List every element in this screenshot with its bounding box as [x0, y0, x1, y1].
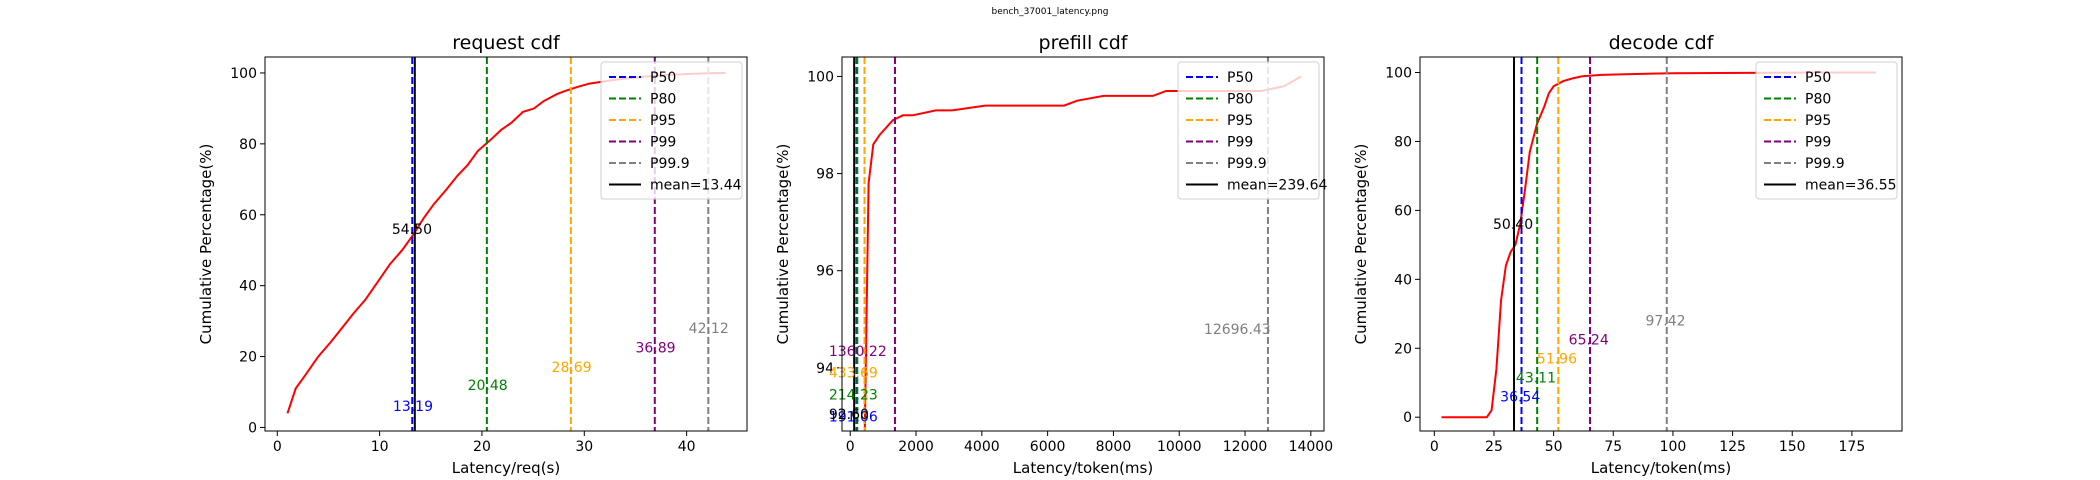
value-annotation: 97.42	[1645, 314, 1685, 330]
x-tick-label: 75	[1604, 439, 1622, 455]
value-annotation: 42.12	[689, 321, 729, 337]
value-annotation: 12696.43	[1204, 322, 1271, 338]
legend-entry: mean=36.55	[1805, 178, 1897, 194]
axes-frame	[841, 56, 1325, 432]
x-tick-label: 4000	[964, 439, 1000, 455]
value-annotation: 191.06	[829, 409, 878, 425]
panel-prefill: prefill cdf 0 2000 4000 6000 8000 10000 12000 14…	[774, 32, 1333, 477]
y-tick-label: 98	[816, 167, 834, 183]
y-tick-label: 40	[1394, 272, 1412, 288]
y-tick-label: 94	[816, 361, 834, 377]
legend-entry: P99	[1227, 135, 1253, 151]
y-tick-label: 80	[239, 137, 257, 153]
legend-entry: P95	[650, 113, 676, 129]
cdf-curve	[1441, 71, 1876, 419]
x-tick-label: 0	[846, 439, 855, 455]
x-tick-label: 0	[273, 439, 282, 455]
legend-box	[600, 61, 743, 200]
legend: P50 P80 P95 P99 P99.9 mean=239.64	[1177, 61, 1328, 200]
legend-box	[1177, 61, 1320, 200]
y-tick-label: 60	[1394, 203, 1412, 219]
y-tick-label: 0	[248, 420, 257, 436]
y-tick-label: 100	[807, 69, 834, 85]
plot-area	[1441, 57, 1876, 431]
legend-entry: P99.9	[1805, 156, 1845, 172]
value-annotation: 50.40	[1493, 217, 1533, 233]
value-annotation: 36.89	[635, 341, 675, 357]
x-tick-label: 25	[1485, 439, 1503, 455]
y-tick-label: 0	[1403, 410, 1412, 426]
x-tick-label: 50	[1545, 439, 1563, 455]
x-tick-label: 40	[678, 439, 696, 455]
x-tick-label: 0	[1430, 439, 1439, 455]
y-tick-label: 60	[239, 208, 257, 224]
value-annotation: 1360.22	[829, 344, 887, 360]
x-tick-label: 125	[1719, 439, 1746, 455]
legend-entry: P80	[1805, 92, 1831, 108]
x-tick-label: 150	[1779, 439, 1806, 455]
x-tick-label: 12000	[1223, 439, 1268, 455]
legend-entry: P50	[1227, 70, 1253, 86]
value-annotation: 51.96	[1537, 352, 1577, 368]
legend-entry: mean=13.44	[650, 178, 742, 194]
x-axis-label: Latency/token(ms)	[1591, 459, 1731, 477]
legend: P50 P80 P95 P99 P99.9 mean=36.55	[1755, 61, 1898, 200]
legend-entry: P99	[650, 135, 676, 151]
y-tick-label: 40	[239, 279, 257, 295]
value-annotation: 65.24	[1569, 333, 1609, 349]
legend-entry: P99.9	[650, 156, 690, 172]
x-tick-label: 30	[575, 439, 593, 455]
chart-title: prefill cdf	[1039, 32, 1129, 54]
value-annotation: 54.50	[392, 222, 432, 238]
value-annotation: 43.11	[1516, 371, 1556, 387]
y-axis-label: Cumulative Percentage(%)	[197, 144, 215, 345]
y-tick-label: 100	[1385, 66, 1412, 82]
y-tick-label: 96	[816, 264, 834, 280]
y-tick-label: 80	[1394, 134, 1412, 150]
legend-entry: P95	[1805, 113, 1831, 129]
x-axis-label: Latency/token(ms)	[1013, 459, 1153, 477]
x-tick-label: 10	[371, 439, 389, 455]
y-axis-label: Cumulative Percentage(%)	[1352, 144, 1370, 345]
x-tick-label: 175	[1839, 439, 1866, 455]
value-annotation: 92.60	[829, 407, 869, 423]
legend-entry: P50	[650, 70, 676, 86]
legend-entry: P95	[1227, 113, 1253, 129]
legend-entry: mean=239.64	[1227, 178, 1328, 194]
axes-frame	[264, 56, 748, 432]
x-tick-label: 14000	[1289, 439, 1334, 455]
x-tick-label: 10000	[1157, 439, 1202, 455]
legend-entry: P80	[650, 92, 676, 108]
x-tick-label: 20	[473, 439, 491, 455]
legend-box	[1755, 61, 1898, 200]
legend-entry: P99.9	[1227, 156, 1267, 172]
x-tick-label: 100	[1660, 439, 1687, 455]
chart-title: request cdf	[452, 32, 561, 54]
legend-entry: P99	[1805, 135, 1831, 151]
panel-request: request cdf 0 10 20 30 40 0 20 40 60 80 100 Latency/…	[197, 32, 748, 477]
legend-entry: P80	[1227, 92, 1253, 108]
y-tick-label: 100	[230, 66, 257, 82]
legend: P50 P80 P95 P99 P99.9 mean=13.44	[600, 61, 743, 200]
legend-entry: P50	[1805, 70, 1831, 86]
value-annotation: 13.19	[393, 399, 433, 415]
y-tick-label: 20	[1394, 341, 1412, 357]
x-tick-label: 6000	[1030, 439, 1066, 455]
axes-frame	[1419, 56, 1903, 432]
panel-decode: decode cdf 0 25 50 75 100 125 150 175 0 20 40 60 80 10…	[1352, 32, 1903, 477]
y-tick-label: 20	[239, 350, 257, 366]
value-annotation: 214.23	[829, 388, 878, 404]
value-annotation: 28.69	[552, 360, 592, 376]
value-annotation: 433.69	[829, 366, 878, 382]
value-annotation: 20.48	[468, 378, 508, 394]
y-axis-label: Cumulative Percentage(%)	[774, 144, 792, 345]
x-axis-label: Latency/req(s)	[452, 459, 560, 477]
x-tick-label: 8000	[1096, 439, 1132, 455]
chart-title: decode cdf	[1609, 32, 1715, 54]
value-annotation: 36.54	[1500, 390, 1540, 406]
x-tick-label: 2000	[898, 439, 934, 455]
figure-suptitle: bench_37001_latency.png	[991, 7, 1108, 17]
